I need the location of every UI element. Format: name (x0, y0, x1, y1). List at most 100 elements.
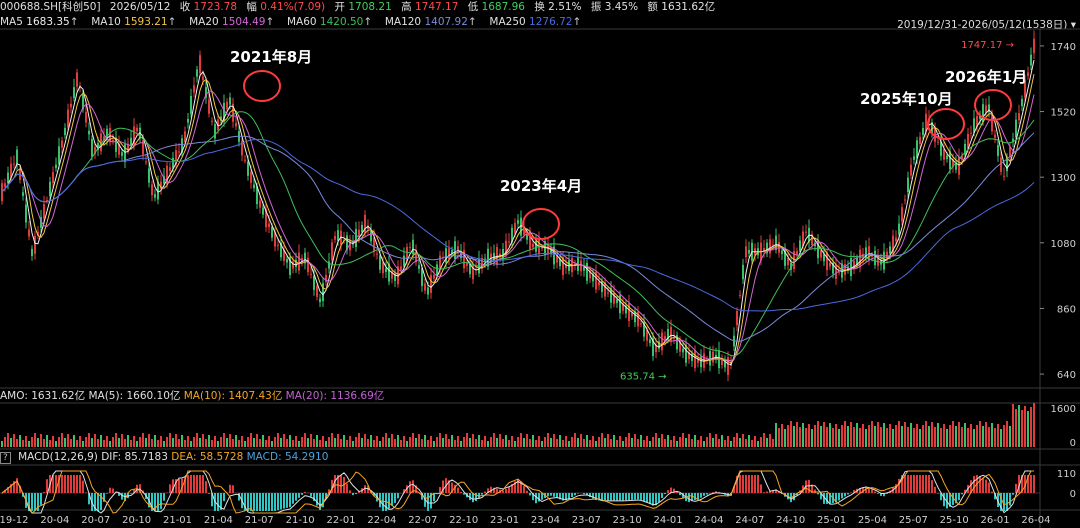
macd-bar (202, 475, 204, 493)
volume-bar (967, 428, 969, 447)
ma60-legend: MA60 1420.50↑ (286, 16, 373, 28)
x-tick-label: 24-07 (735, 515, 764, 526)
amo-ma10: MA(10): 1407.43亿 (183, 390, 283, 402)
volume-bar (61, 433, 63, 447)
macd-bar (493, 487, 495, 493)
macd-bar (160, 493, 162, 509)
volume-bar (1030, 407, 1032, 447)
volume-bar (310, 434, 312, 447)
candle-body (466, 262, 468, 266)
candle-body (925, 113, 927, 132)
candle-body (361, 225, 363, 233)
date-range[interactable]: 2019/12/31-2026/05/12(1538日) ▾ (897, 19, 1076, 31)
macd-bar (562, 493, 564, 501)
volume-bar (97, 439, 99, 447)
volume-bar (511, 436, 513, 447)
volume-bar (295, 436, 297, 447)
candle-body (523, 227, 525, 235)
candle-body (610, 288, 612, 303)
macd-bar (997, 493, 999, 507)
x-tick-label: 24-01 (654, 515, 683, 526)
volume-bar (136, 441, 138, 447)
candle-body (508, 241, 510, 243)
candle-body (631, 312, 633, 317)
volume-bar (667, 435, 669, 447)
macd-bar (13, 481, 15, 493)
candle-body (286, 258, 288, 263)
volume-bar (871, 421, 873, 447)
macd-bar (532, 493, 534, 501)
ma5-legend: MA5 1683.35↑ (0, 16, 79, 28)
macd-bar (742, 475, 744, 493)
volume-bar (253, 438, 255, 447)
volume-bar (610, 439, 612, 447)
volume-bar (184, 440, 186, 447)
macd-bar (826, 493, 828, 504)
macd-bar (286, 493, 288, 508)
macd-bar (496, 488, 498, 493)
symbol[interactable]: 000688.SH[科创50] (0, 1, 101, 13)
volume-bar (58, 437, 60, 447)
volume-bar (760, 437, 762, 447)
candle-body (220, 116, 222, 121)
candle-body (1030, 54, 1032, 66)
macd-bar (61, 475, 63, 493)
candle-body (202, 76, 204, 81)
candle-body (922, 127, 924, 136)
candle-body (58, 146, 60, 165)
candle-body (121, 152, 123, 156)
macd-bar (964, 489, 966, 493)
candle-body (22, 192, 24, 196)
volume-bar (391, 434, 393, 447)
macd-bar (331, 479, 333, 493)
volume-bar (493, 433, 495, 447)
help-icon[interactable]: ? (0, 452, 11, 464)
volume-bar (580, 434, 582, 447)
candle-body (640, 323, 642, 325)
macd-bar (700, 493, 702, 498)
volume-bar (625, 437, 627, 447)
candle-body (64, 127, 66, 136)
dropdown-icon[interactable]: ▾ (1070, 19, 1076, 31)
volume-bar (262, 435, 264, 447)
candle-body (520, 217, 522, 236)
macd-bar (268, 493, 270, 511)
candle-body (889, 246, 891, 254)
candle-body (130, 137, 132, 145)
volume-bar (727, 436, 729, 447)
macd-bar (274, 493, 276, 511)
candle-body (616, 299, 618, 304)
candle-body (487, 248, 489, 267)
candle-body (313, 275, 315, 290)
macd-bar (589, 493, 591, 498)
candle-body (109, 128, 111, 143)
volume-bar (709, 433, 711, 447)
macd-bar (622, 493, 624, 501)
volume-bar (442, 438, 444, 447)
volume-bar (118, 438, 120, 447)
macd-bar (793, 493, 795, 501)
volume-bar (409, 437, 411, 447)
candle-body (625, 306, 627, 314)
volume-bar (376, 436, 378, 447)
volume-bar (514, 441, 516, 447)
macd-bar (667, 490, 669, 493)
volume-bar (289, 435, 291, 447)
volume-bar (889, 424, 891, 447)
macd-bar (970, 480, 972, 493)
x-tick-label: 23-07 (572, 515, 601, 526)
x-tick-label: 23-04 (531, 515, 560, 526)
candle-body (556, 255, 558, 263)
highlight-circle (927, 108, 965, 140)
macd-bar (67, 475, 69, 493)
volume-bar (988, 427, 990, 447)
volume-bar (532, 435, 534, 447)
volume-bar (157, 440, 159, 447)
volume-bar (715, 434, 717, 447)
x-tick-label: 24-04 (694, 515, 723, 526)
volume-bar (478, 435, 480, 447)
macd-bar (1003, 493, 1005, 511)
volume-bar (451, 435, 453, 447)
candle-body (853, 261, 855, 269)
